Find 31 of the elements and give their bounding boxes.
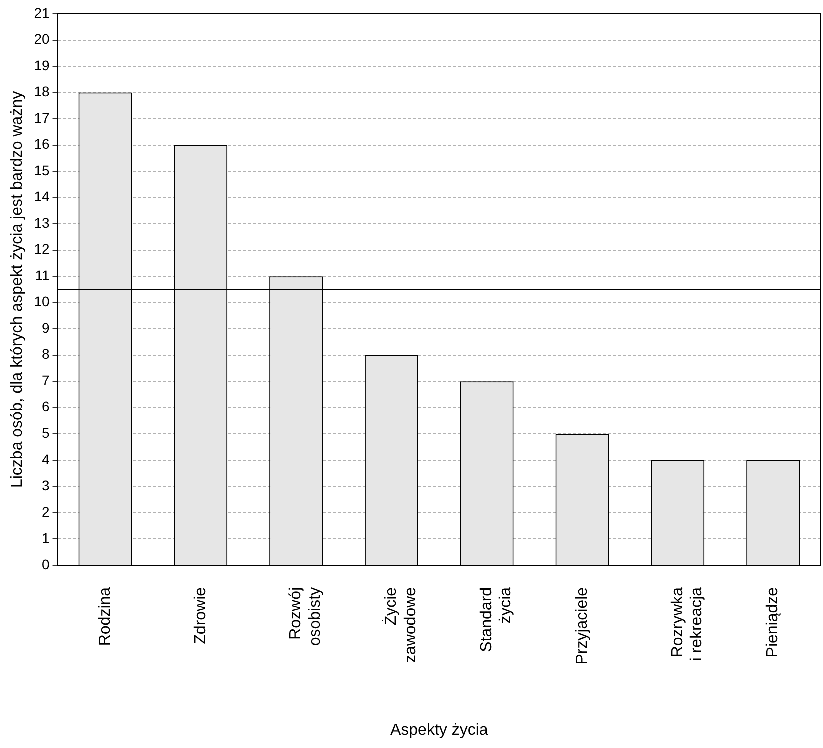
y-tick-label: 13	[34, 214, 50, 231]
y-tick-label: 12	[34, 241, 50, 258]
y-tick-label: 19	[34, 57, 50, 74]
y-tick-label: 10	[34, 294, 50, 310]
y-tick-label: 1	[42, 530, 50, 546]
y-tick-label: 17	[34, 110, 50, 126]
y-tick-label: 15	[34, 162, 50, 178]
x-tick-label: Zdrowie	[192, 587, 210, 644]
y-tick-label: 2	[42, 504, 50, 520]
x-tick-label: Rozwój osobisty	[288, 587, 324, 646]
y-tick-label: 18	[34, 84, 50, 100]
y-tick-label: 9	[42, 320, 50, 336]
y-tick-label: 0	[42, 556, 50, 572]
y-tick-label: 4	[42, 451, 50, 468]
x-tick-label: Standard życia	[478, 587, 515, 652]
y-tick-label: 14	[34, 188, 50, 205]
x-tick-label: Pieniądze	[764, 587, 782, 658]
x-tick-label: Przyjaciele	[574, 587, 591, 665]
y-tick-label: 11	[35, 267, 50, 284]
x-tick-label: Rodzina	[96, 587, 114, 646]
y-tick-label: 5	[42, 425, 50, 442]
y-axis-title: Liczba osób, dla których aspekt życia jest bardzo ważny	[9, 91, 26, 488]
y-tick-label: 8	[42, 346, 50, 362]
y-tick-label: 20	[34, 31, 50, 48]
y-tick-label: 6	[42, 398, 50, 415]
x-tick-label: Rozrywka i rekreacja	[669, 587, 706, 662]
y-tick-label: 7	[42, 372, 50, 388]
y-tick-label: 16	[34, 136, 50, 152]
y-tick-label: 3	[42, 478, 50, 494]
x-axis-title: Aspekty życia	[390, 722, 488, 739]
y-tick-label: 21	[34, 4, 50, 21]
